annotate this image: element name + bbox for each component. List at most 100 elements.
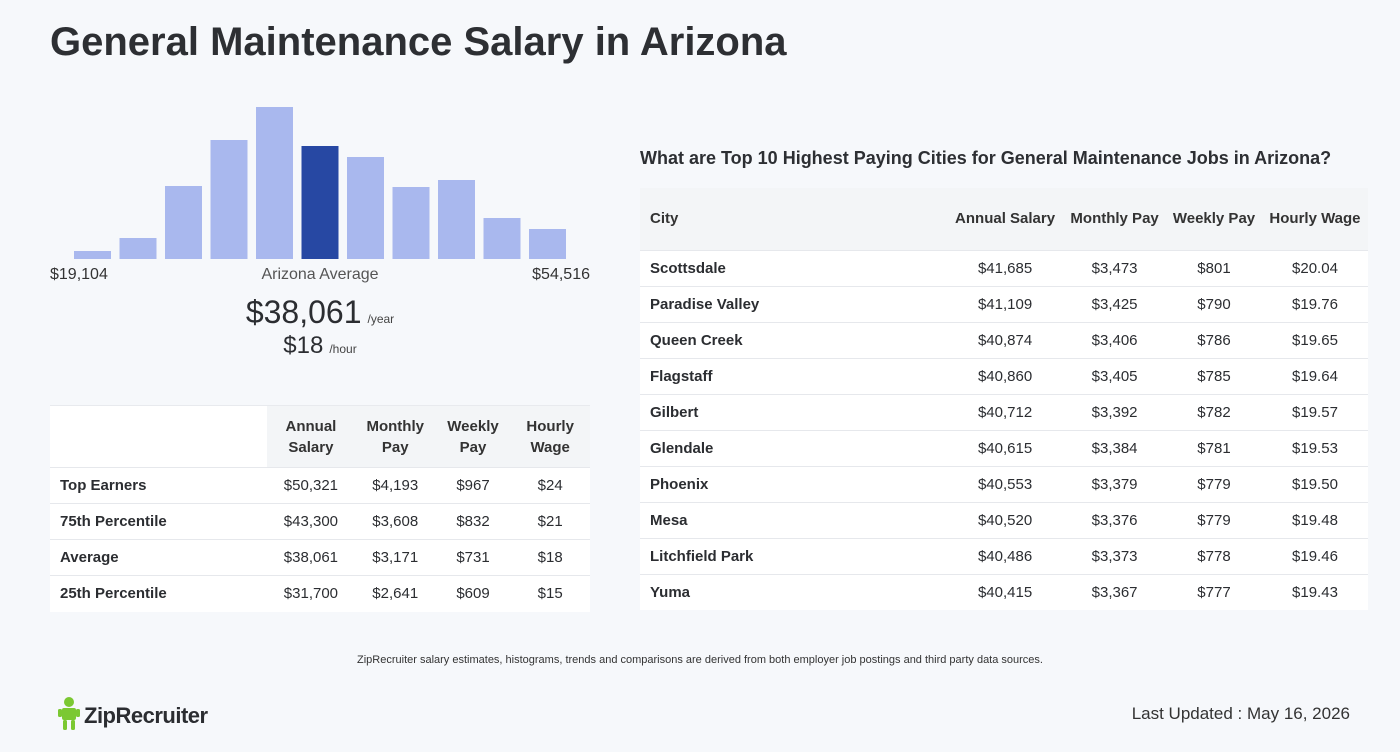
cell-annual: $40,712 [977,403,1033,421]
ziprecruiter-mascot-icon [58,696,80,735]
table-row: Phoenix $40,553 $3,379 $779 $19.50 [640,466,1368,502]
cell-monthly: $3,392 [1091,403,1138,421]
average-hourly-value: $18 [283,332,324,359]
city-name[interactable]: Mesa [650,511,688,529]
table-row: Queen Creek $40,874 $3,406 $786 $19.65 [640,322,1368,358]
city-name[interactable]: Paradise Valley [650,295,760,313]
cell-monthly: $3,373 [1091,547,1138,565]
cell-weekly: $781 [1197,439,1231,457]
city-name[interactable]: Glendale [650,439,714,457]
salary-histogram [50,100,590,260]
city-name[interactable]: Gilbert [650,403,699,421]
cities-header-weekly: Weekly Pay [1166,188,1262,250]
city-name[interactable]: Flagstaff [650,367,713,385]
ziprecruiter-logo[interactable]: ZipRecruiter [58,696,208,735]
cell-weekly: $731 [456,549,490,566]
table-row: 25th Percentile $31,700 $2,641 $609 $15 [50,575,590,612]
page-title: General Maintenance Salary in Arizona [50,20,787,64]
percentile-header-row: Annual Salary Monthly Pay Weekly Pay Hou… [50,405,590,468]
cell-annual: $41,109 [977,295,1033,313]
cell-weekly: $778 [1197,547,1231,565]
average-yearly-unit: /year [367,312,395,326]
cell-weekly: $832 [456,513,490,530]
percentile-row-label: Average [60,549,119,566]
table-row: Average $38,061 $3,171 $731 $18 [50,539,590,576]
percentile-row-label: 25th Percentile [60,585,167,603]
footnote: ZipRecruiter salary estimates, histogram… [357,654,1043,666]
table-row: Flagstaff $40,860 $3,405 $785 $19.64 [640,358,1368,394]
average-label: Arizona Average [261,266,379,283]
cell-annual: $40,860 [977,367,1033,385]
percentile-header-annual: Annual Salary [267,405,355,468]
cell-hourly: $19.57 [1292,403,1338,421]
cell-monthly: $3,473 [1091,259,1138,277]
city-name[interactable]: Scottsdale [650,259,726,277]
city-name[interactable]: Yuma [650,583,691,601]
cell-monthly: $3,608 [372,513,419,530]
percentile-header-monthly: Monthly Pay [354,405,436,468]
cell-hourly: $19.50 [1292,475,1338,493]
table-row: Paradise Valley $41,109 $3,425 $790 $19.76 [640,286,1368,322]
cell-annual: $43,300 [283,513,339,530]
percentile-header-hourly: Hourly Wage [510,405,590,468]
cell-monthly: $3,171 [372,549,419,566]
cell-annual: $40,874 [977,331,1033,349]
cell-monthly: $3,425 [1091,295,1138,313]
percentile-table: Annual Salary Monthly Pay Weekly Pay Hou… [50,405,590,612]
last-updated: Last Updated : May 16, 2026 [1131,704,1350,723]
cell-hourly: $18 [537,549,563,566]
cell-monthly: $3,379 [1091,475,1138,493]
cell-hourly: $19.76 [1292,295,1338,313]
cell-weekly: $777 [1197,583,1231,601]
histogram-bar [165,186,202,259]
cell-hourly: $19.46 [1292,547,1338,565]
histogram-bar [529,229,566,259]
city-name[interactable]: Phoenix [650,475,709,493]
table-row: Top Earners $50,321 $4,193 $967 $24 [50,467,590,504]
histogram-bar [256,107,293,259]
cell-weekly: $779 [1197,475,1231,493]
range-min-label: $19,104 [50,266,108,283]
cities-title: What are Top 10 Highest Paying Cities fo… [640,148,1332,168]
cell-hourly: $20.04 [1292,259,1338,277]
histogram-svg [74,107,566,259]
cell-hourly: $15 [537,585,563,603]
cell-annual: $40,615 [977,439,1033,457]
cell-weekly: $801 [1197,259,1231,277]
average-hourly: $18/hour [50,332,590,360]
cities-header-monthly: Monthly Pay [1063,188,1167,250]
histogram-bar [347,157,384,259]
cities-header-row: City Annual Salary Monthly Pay Weekly Pa… [640,188,1368,250]
city-name[interactable]: Litchfield Park [650,547,754,565]
cell-weekly: $782 [1197,403,1231,421]
cell-annual: $41,685 [977,259,1033,277]
average-yearly-value: $38,061 [245,294,362,330]
table-row: Scottsdale $41,685 $3,473 $801 $20.04 [640,250,1368,286]
histogram-bar [119,238,157,259]
cell-weekly: $609 [456,585,490,603]
cell-monthly: $2,641 [372,585,419,603]
cell-annual: $40,486 [977,547,1033,565]
cell-monthly: $3,405 [1091,367,1138,385]
cell-annual: $40,553 [977,475,1033,493]
table-row: Mesa $40,520 $3,376 $779 $19.48 [640,502,1368,538]
city-name[interactable]: Queen Creek [650,331,743,349]
histogram-bar [74,251,111,259]
cell-weekly: $786 [1197,331,1231,349]
histogram-bar [210,140,248,259]
cities-header-hourly: Hourly Wage [1261,188,1368,250]
average-hourly-unit: /hour [329,342,357,356]
cell-weekly: $785 [1197,367,1231,385]
cell-monthly: $3,376 [1091,511,1138,529]
cell-monthly: $3,406 [1091,331,1138,349]
cell-annual: $31,700 [283,585,339,603]
cell-hourly: $19.43 [1292,583,1338,601]
percentile-row-label: Top Earners [60,477,147,494]
cell-weekly: $779 [1197,511,1231,529]
cell-hourly: $19.48 [1292,511,1338,529]
range-max-label: $54,516 [532,266,590,283]
histogram-bar [438,180,475,259]
cell-annual: $38,061 [283,549,339,566]
cell-annual: $40,520 [977,511,1033,529]
table-row: Glendale $40,615 $3,384 $781 $19.53 [640,430,1368,466]
